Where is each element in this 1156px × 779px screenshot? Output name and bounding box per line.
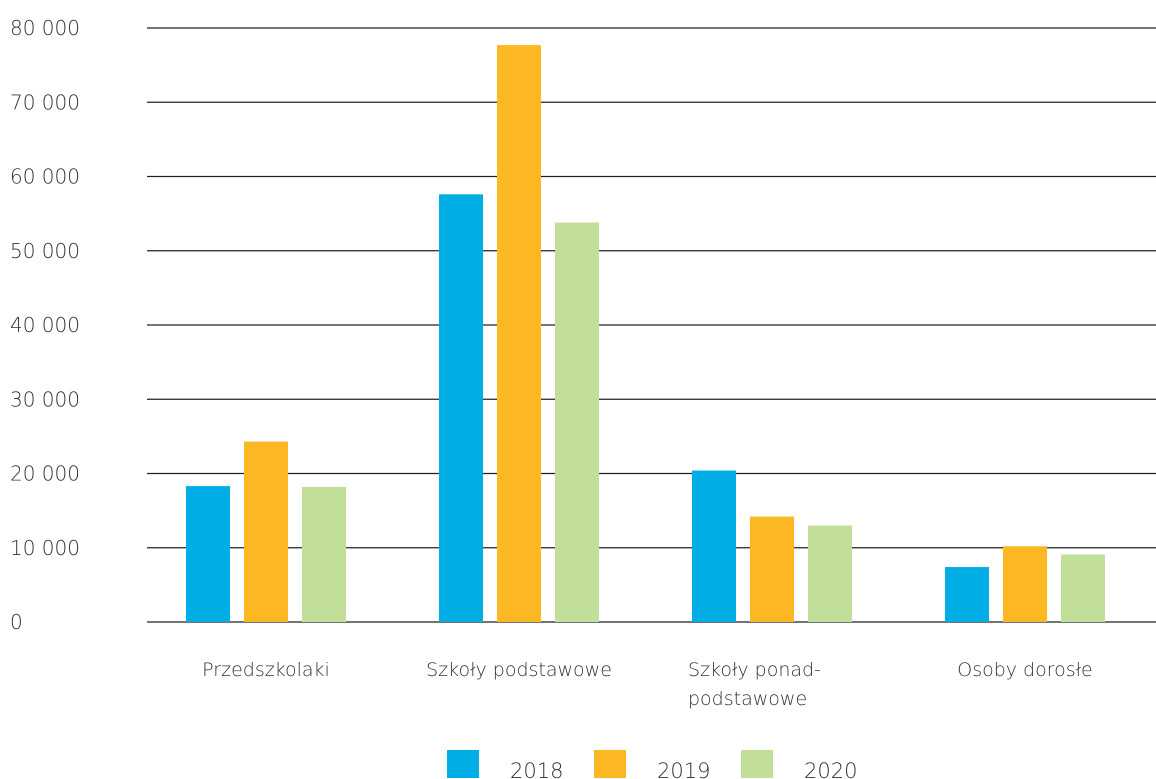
x-axis-category-labels: Przedszkolaki Szkoły podstawowe Szkoły pon… (202, 659, 1093, 710)
legend-swatch-2020 (741, 750, 773, 778)
bar-2019-1 (497, 45, 541, 622)
gridlines (147, 27, 1156, 623)
bar-2019-0 (244, 441, 288, 622)
bar-2018-1 (439, 194, 483, 622)
bar-2018-2 (692, 470, 736, 622)
bar-2018-3 (945, 567, 989, 622)
category-label: Osoby dorosłe (957, 659, 1093, 681)
bar-2020-2 (808, 525, 852, 622)
legend-label-2020: 2020 (804, 759, 857, 779)
y-tick-label: 50 000 (10, 239, 80, 263)
y-tick-label: 80 000 (10, 16, 80, 40)
bars (186, 45, 1105, 622)
y-tick-label: 70 000 (10, 90, 80, 114)
legend-swatch-2019 (594, 750, 626, 778)
bar-2019-2 (750, 516, 794, 622)
y-tick-label: 0 (10, 610, 23, 634)
category-label: Szkoły podstawowe (426, 659, 612, 681)
y-tick-label: 10 000 (10, 536, 80, 560)
y-tick-label: 60 000 (10, 165, 80, 189)
y-tick-label: 40 000 (10, 313, 80, 337)
bar-2020-1 (555, 222, 599, 622)
y-tick-label: 30 000 (10, 387, 80, 411)
legend-label-2018: 2018 (510, 759, 563, 779)
legend-swatch-2018 (447, 750, 479, 778)
bar-2018-0 (186, 486, 230, 622)
legend-label-2019: 2019 (657, 759, 710, 779)
category-label: Szkoły ponad-podstawowe (688, 659, 821, 710)
legend: 2018 2019 2020 (447, 750, 857, 779)
bar-2019-3 (1003, 546, 1047, 622)
y-tick-label: 20 000 (10, 462, 80, 486)
bar-2020-0 (302, 486, 346, 622)
category-label: Przedszkolaki (202, 659, 330, 681)
y-axis-tick-labels: 0 10 000 20 000 30 000 40 000 50 000 60 000 70 … (10, 16, 80, 634)
bar-2020-3 (1061, 554, 1105, 622)
